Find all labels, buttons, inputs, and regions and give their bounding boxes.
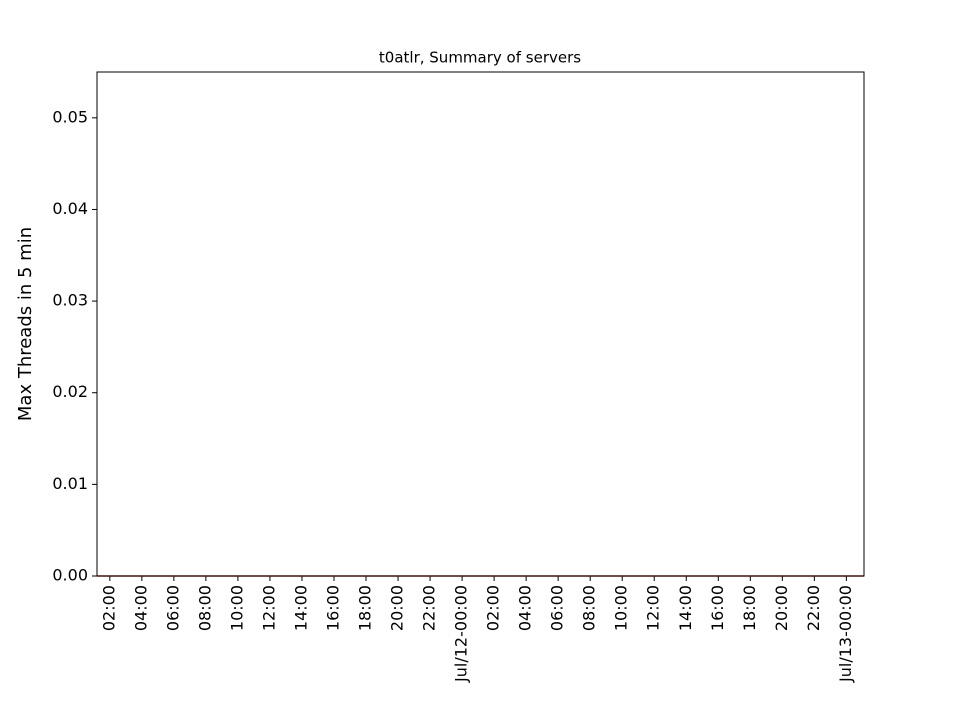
x-tick-label: 22:00	[804, 585, 823, 631]
x-tick-label: 18:00	[356, 585, 375, 631]
x-tick-label: 20:00	[388, 585, 407, 631]
x-tick-label: 22:00	[420, 585, 439, 631]
x-tick-label: 04:00	[131, 585, 150, 631]
x-tick-label: 02:00	[99, 585, 118, 631]
x-tick-label: 20:00	[772, 585, 791, 631]
y-tick-label: 0.00	[52, 566, 88, 585]
y-tick-label: 0.02	[52, 382, 88, 401]
x-tick-label: 02:00	[484, 585, 503, 631]
x-tick-label: 04:00	[516, 585, 535, 631]
x-tick-label: 08:00	[580, 585, 599, 631]
x-tick-label: 14:00	[676, 585, 695, 631]
x-tick-label: 10:00	[227, 585, 246, 631]
x-tick-label: Jul/13-00:00	[836, 585, 855, 683]
x-tick-label: Jul/12-00:00	[452, 585, 471, 683]
x-tick-label: 14:00	[291, 585, 310, 631]
x-tick-label: 12:00	[644, 585, 663, 631]
x-tick-label: 06:00	[548, 585, 567, 631]
y-tick-label: 0.05	[52, 107, 88, 126]
y-tick-label: 0.03	[52, 291, 88, 310]
x-tick-label: 12:00	[259, 585, 278, 631]
x-tick-label: 08:00	[195, 585, 214, 631]
y-tick-label: 0.01	[52, 474, 88, 493]
x-tick-label: 16:00	[708, 585, 727, 631]
x-tick-label: 16:00	[323, 585, 342, 631]
y-axis-label: Max Threads in 5 min	[15, 227, 36, 421]
y-tick-label: 0.04	[52, 199, 88, 218]
plot-frame	[96, 71, 865, 577]
chart-title: t0atlr, Summary of servers	[379, 49, 581, 67]
x-tick-label: 06:00	[163, 585, 182, 631]
x-tick-label: 10:00	[612, 585, 631, 631]
x-tick-label: 18:00	[740, 585, 759, 631]
